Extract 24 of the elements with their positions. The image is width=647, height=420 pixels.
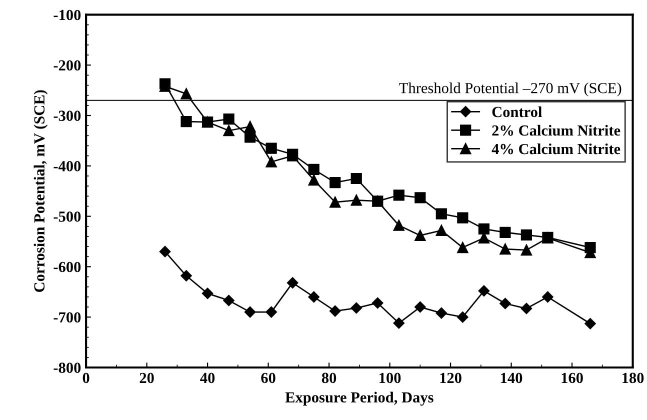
x-tick-label: 100 [380, 372, 401, 384]
x-tick-label: 160 [562, 372, 583, 384]
x-tick-label: 0 [82, 372, 90, 384]
legend-label: 4% Calcium Nitrite [492, 143, 620, 154]
ref-line-label: Threshold Potential –270 mV (SCE) [399, 82, 622, 96]
legend-label: 2% Calcium Nitrite [492, 124, 620, 136]
y-tick-label: -700 [54, 312, 81, 323]
y-tick-label: -100 [54, 10, 81, 20]
y-axis-title: Corrosion Potential, mV (SCE) [34, 90, 48, 292]
x-tick-label: 40 [200, 372, 215, 384]
y-tick-label: -200 [54, 60, 81, 71]
x-tick-label: 140 [501, 372, 522, 384]
y-tick-label: -500 [54, 211, 81, 222]
x-tick-label: 20 [140, 372, 154, 384]
y-tick-label: -400 [54, 161, 81, 172]
x-axis-title: Exposure Period, Days [285, 392, 434, 406]
y-tick-label: -300 [54, 110, 81, 121]
x-tick-label: 60 [261, 372, 276, 384]
y-tick-label: -800 [54, 362, 81, 373]
x-tick-label: 80 [322, 372, 336, 384]
y-tick-label: -600 [54, 262, 81, 272]
legend-label: Control [492, 106, 542, 118]
x-tick-label: 180 [622, 372, 644, 384]
x-tick-label: 120 [440, 372, 462, 384]
